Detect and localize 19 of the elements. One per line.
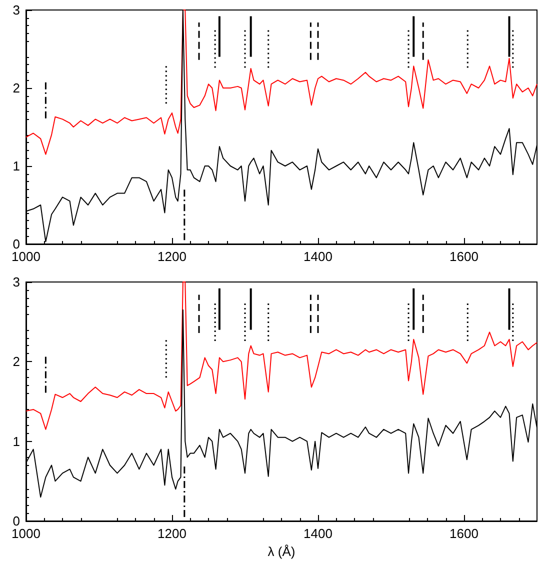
x-axis-title: λ (Å) xyxy=(268,544,296,559)
x-tick-label: 1000 xyxy=(12,526,40,541)
y-tick-label: 0 xyxy=(12,514,20,528)
x-tick-label: 1000 xyxy=(12,249,40,264)
y-tick-label: 1 xyxy=(12,158,20,174)
line-series xyxy=(26,282,538,430)
x-tick-label: 1600 xyxy=(450,526,478,541)
y-tick-label: 3 xyxy=(12,2,20,18)
x-tick-label: 1400 xyxy=(304,526,332,541)
x-tick-label: 1400 xyxy=(304,249,332,264)
y-tick-label: 2 xyxy=(12,354,20,370)
x-tick-label: 1200 xyxy=(158,249,186,264)
line-series xyxy=(26,10,538,155)
x-tick-label: 1600 xyxy=(450,249,478,264)
y-tick-label: 0 xyxy=(12,236,20,252)
y-tick-label: 3 xyxy=(12,274,20,290)
x-tick-label: 1200 xyxy=(158,526,186,541)
y-tick-label: 1 xyxy=(12,434,20,449)
y-tick-label: 2 xyxy=(12,80,20,96)
